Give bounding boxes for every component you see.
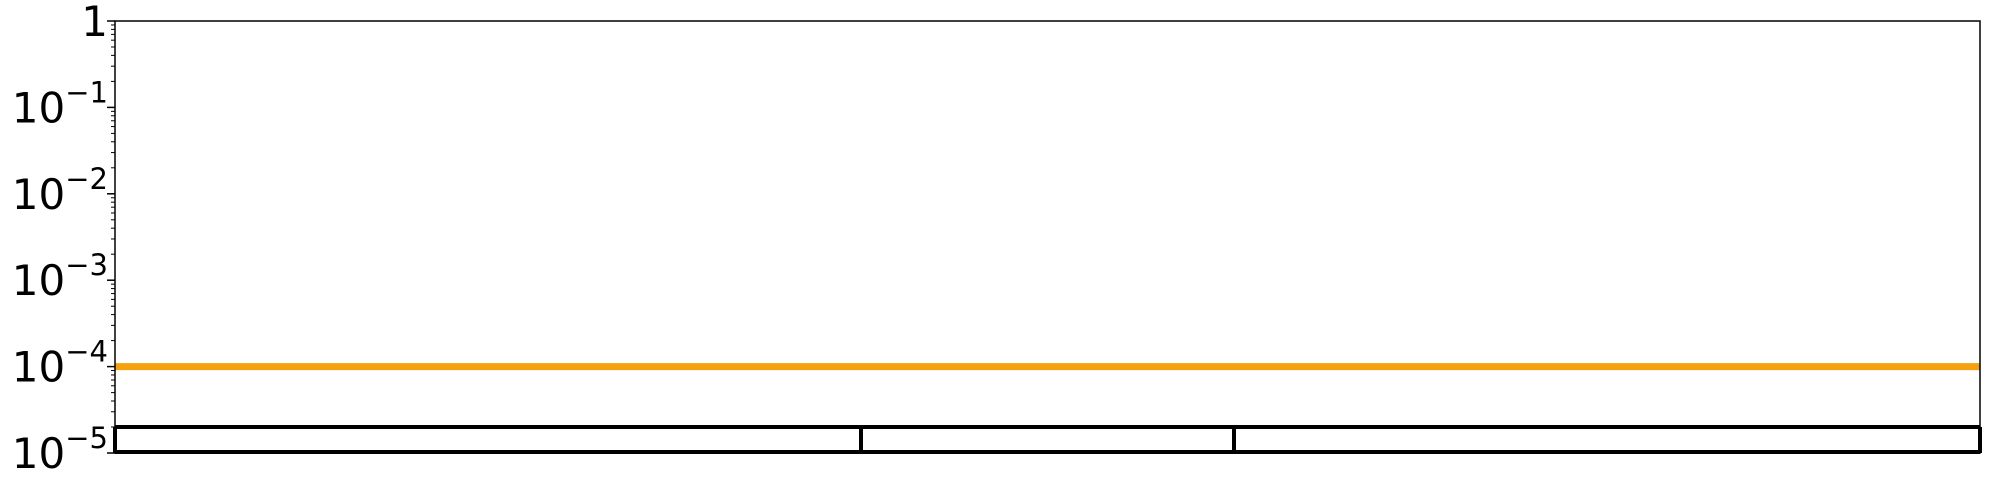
y-tick-label: 10−5 xyxy=(12,421,108,478)
y-tick-label: 10−3 xyxy=(12,248,108,305)
y-tick-label: 10−2 xyxy=(12,162,108,219)
y-major-ticks xyxy=(107,20,115,454)
y-tick-label: 10−1 xyxy=(12,75,108,132)
y-tick-label: 10−4 xyxy=(12,335,108,392)
plot-frame xyxy=(114,20,1981,454)
bottom-band xyxy=(113,424,1982,454)
y-tick-labels: 1 10−1 10−2 10−3 10−4 10−5 xyxy=(12,0,108,478)
y-tick-label: 1 xyxy=(81,0,108,46)
